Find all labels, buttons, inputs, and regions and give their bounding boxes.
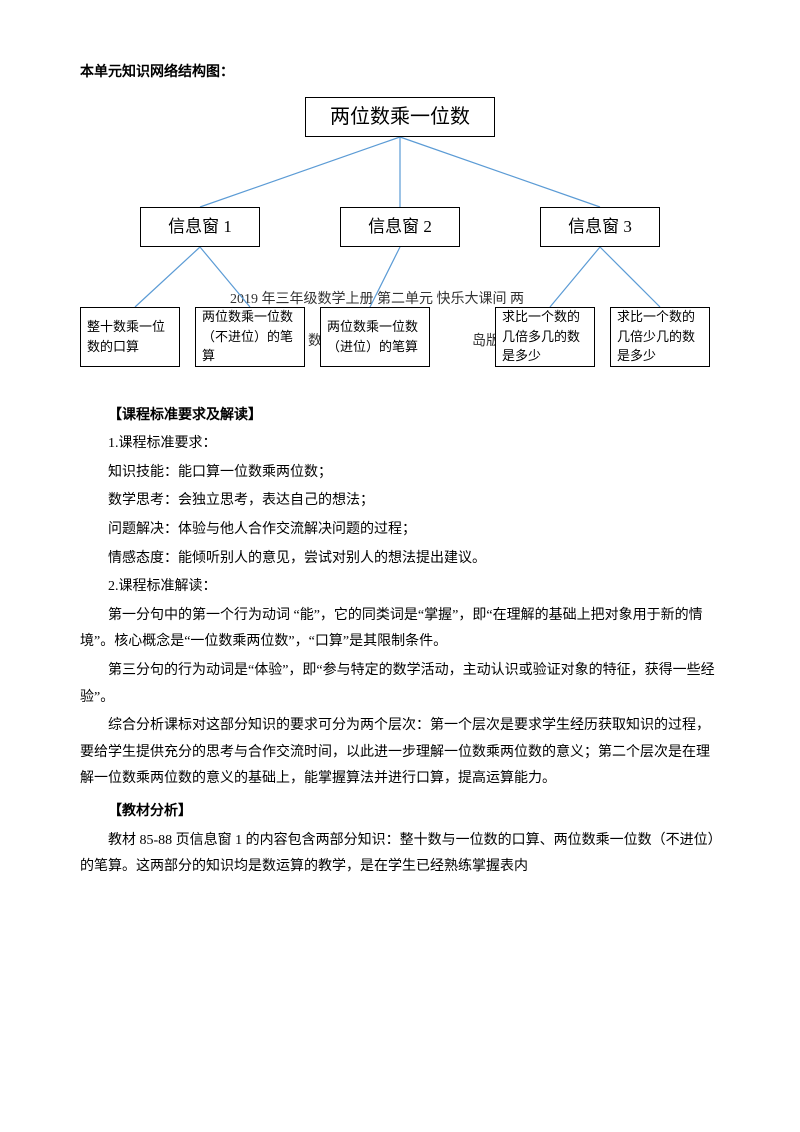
node-leaf-1: 两位数乘一位数（不进位）的笔算 [195, 307, 305, 367]
node-leaf-3: 求比一个数的几倍多几的数是多少 [495, 307, 595, 367]
section-standards: 【课程标准要求及解读】 1.课程标准要求： 知识技能：能口算一位数乘两位数； 数… [80, 403, 720, 793]
s1-item-1: 知识技能：能口算一位数乘两位数； [80, 460, 720, 487]
node-leaf-4: 求比一个数的几倍少几的数是多少 [610, 307, 710, 367]
node-root: 两位数乘一位数 [305, 97, 495, 137]
node-leaf-0: 整十数乘一位数的口算 [80, 307, 180, 367]
s1-item-3: 问题解决：体验与他人合作交流解决问题的过程； [80, 517, 720, 544]
node-l2-1: 信息窗 1 [140, 207, 260, 247]
s1-para-0: 第一分句中的第一个行为动词 “能”，它的同类词是“掌握”，即“在理解的基础上把对… [80, 603, 720, 656]
node-leaf-2: 两位数乘一位数（进位）的笔算 [320, 307, 430, 367]
s2-para-0: 教材 85-88 页信息窗 1 的内容包含两部分知识：整十数与一位数的口算、两位… [80, 828, 720, 881]
node-l2-3: 信息窗 3 [540, 207, 660, 247]
s1-item-4: 情感态度：能倾听别人的意见，尝试对别人的想法提出建议。 [80, 546, 720, 573]
section-textbook: 【教材分析】 教材 85-88 页信息窗 1 的内容包含两部分知识：整十数与一位… [80, 799, 720, 881]
section-textbook-title: 【教材分析】 [80, 799, 720, 826]
s1-item-2: 数学思考：会独立思考，表达自己的想法； [80, 488, 720, 515]
s1-item-0: 1.课程标准要求： [80, 431, 720, 458]
s1-para-2: 综合分析课标对这部分知识的要求可分为两个层次：第一个层次是要求学生经历获取知识的… [80, 713, 720, 793]
s1-para-1: 第三分句的行为动词是“体验”，即“参与特定的数学活动，主动认识或验证对象的特征，… [80, 658, 720, 711]
s1-item-5: 2.课程标准解读： [80, 574, 720, 601]
page-title: 本单元知识网络结构图： [80, 60, 720, 87]
section-standards-title: 【课程标准要求及解读】 [80, 403, 720, 430]
knowledge-diagram: 2019 年三年级数学上册 第二单元 快乐大课间 两 数乘 岛版 两位数乘一位数… [80, 97, 720, 397]
node-l2-2: 信息窗 2 [340, 207, 460, 247]
